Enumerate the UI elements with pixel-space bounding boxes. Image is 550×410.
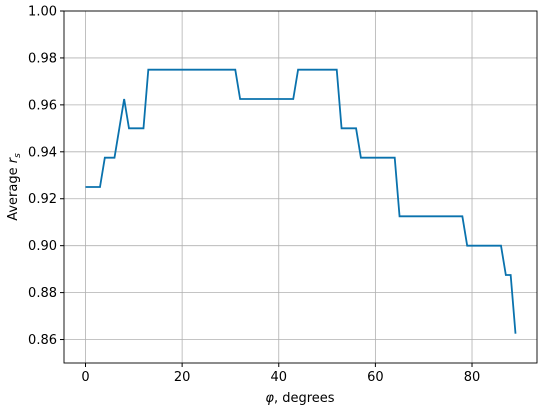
y-tick-label: 0.86: [28, 333, 57, 348]
y-label-symbol: r: [6, 156, 21, 163]
y-tick-label: 0.92: [28, 192, 57, 207]
x-tick-label: 60: [367, 370, 384, 385]
y-axis-label: Average rs: [6, 153, 23, 221]
y-tick-label: 0.96: [28, 98, 57, 113]
x-tick-label: 20: [174, 370, 191, 385]
y-tick-label: 1.00: [28, 5, 57, 20]
y-tick-label: 0.90: [28, 239, 57, 254]
y-tick-label: 0.94: [28, 145, 57, 160]
x-tick-label: 80: [464, 370, 481, 385]
y-tick-label: 0.88: [28, 286, 57, 301]
y-tick-label: 0.98: [28, 51, 57, 66]
x-label-symbol: φ: [265, 391, 274, 406]
x-tick-label: 0: [81, 370, 89, 385]
x-tick-label: 40: [270, 370, 287, 385]
data-line: [85, 68, 517, 334]
plot-frame: [63, 10, 538, 364]
y-label-subscript: s: [13, 153, 23, 158]
x-axis-label: φ, degrees: [265, 391, 334, 406]
y-label-text: Average: [6, 163, 21, 221]
x-label-text: , degrees: [274, 391, 335, 406]
